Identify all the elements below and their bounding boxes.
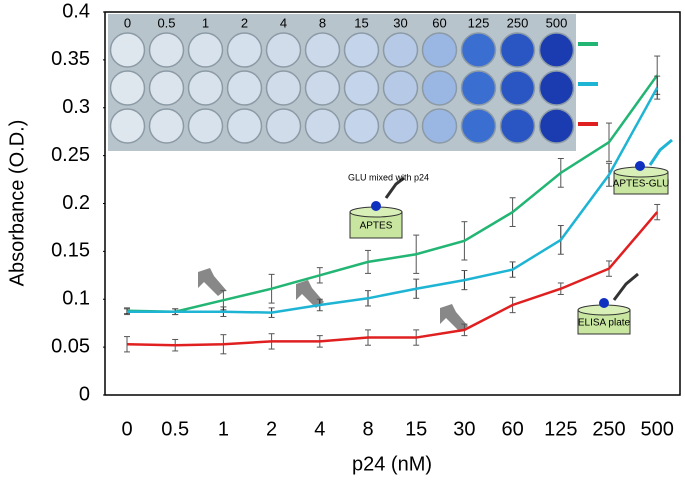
- plate-label: 15: [354, 15, 368, 30]
- annotation: APTES-GLU: [613, 179, 670, 190]
- well: [538, 70, 575, 106]
- well: [226, 108, 263, 144]
- well: [109, 32, 146, 68]
- plate-wells: 0 0.5 1 2 4 8 15 30 60 125 250 500: [109, 15, 575, 144]
- well: [499, 70, 536, 106]
- well: [187, 108, 224, 144]
- x-tick-label: 15: [405, 418, 427, 440]
- y-tick-label: 0: [79, 383, 90, 405]
- plate-label: 60: [432, 15, 446, 30]
- well: [226, 32, 263, 68]
- well: [109, 70, 146, 106]
- well: [226, 70, 263, 106]
- arrows: [198, 268, 468, 332]
- plate-label: 250: [507, 15, 529, 30]
- y-tick-label: 0.15: [51, 240, 90, 262]
- line: [127, 87, 659, 314]
- well: [187, 32, 224, 68]
- well: [304, 70, 341, 106]
- x-tick-label: 60: [501, 418, 523, 440]
- well: [538, 32, 575, 68]
- x-tick-label: 30: [453, 418, 475, 440]
- x-tick-label: 0: [121, 418, 132, 440]
- plate-label: 500: [546, 15, 568, 30]
- well: [187, 70, 224, 106]
- plate-label: 0.5: [157, 15, 175, 30]
- well: [421, 108, 458, 144]
- arrow: [296, 280, 324, 308]
- particle: [371, 201, 381, 211]
- well: [382, 32, 419, 68]
- annotation: GLU mixed with p24: [348, 172, 429, 182]
- well: [148, 108, 185, 144]
- icons: [349, 138, 673, 335]
- well: [109, 108, 146, 144]
- arrow: [198, 268, 226, 296]
- y-tick-label: 0.4: [62, 0, 90, 22]
- well: [304, 108, 341, 144]
- well: [460, 108, 497, 144]
- y-axis-title: Absorbance (O.D.): [6, 120, 28, 287]
- y-tick-label: 0.05: [51, 335, 90, 357]
- x-tick-label: 8: [362, 418, 373, 440]
- x-tick-label: 2: [266, 418, 277, 440]
- well: [382, 108, 419, 144]
- plate-label: 4: [280, 15, 287, 30]
- well: [148, 70, 185, 106]
- x-tick-label: 4: [314, 418, 325, 440]
- particle: [635, 161, 645, 171]
- annotation: APTES: [360, 221, 393, 232]
- antibody: [648, 138, 673, 166]
- y-tick-label: 0.25: [51, 144, 90, 166]
- well: [265, 32, 302, 68]
- well: [538, 108, 575, 144]
- x-axis-title: p24 (nM): [352, 453, 432, 475]
- x-tick-label: 125: [544, 418, 577, 440]
- well: [499, 108, 536, 144]
- well: [343, 108, 380, 144]
- well: [421, 70, 458, 106]
- line: [126, 211, 659, 347]
- plate-photo: [108, 14, 576, 151]
- well: [304, 32, 341, 68]
- particle: [599, 298, 609, 308]
- well: [460, 70, 497, 106]
- y-tick-label: 0.3: [62, 96, 90, 118]
- well: [499, 32, 536, 68]
- plate-label: 125: [468, 15, 490, 30]
- y-tick-label: 0.1: [62, 288, 90, 310]
- plate-label: 0: [124, 15, 131, 30]
- well: [343, 32, 380, 68]
- antibody: [384, 176, 405, 199]
- x-tick-label: 1: [218, 418, 229, 440]
- plate-label: 30: [393, 15, 407, 30]
- well: [460, 32, 497, 68]
- y-tick-label: 0.35: [51, 48, 90, 70]
- well: [265, 70, 302, 106]
- x-tick-label: 250: [592, 418, 625, 440]
- well: [382, 70, 419, 106]
- plate-label: 1: [202, 15, 209, 30]
- well: [421, 32, 458, 68]
- arrow: [440, 304, 468, 332]
- x-tick-label: 0.5: [161, 418, 189, 440]
- y-tick-label: 0.2: [62, 192, 90, 214]
- line: [126, 74, 659, 313]
- well: [343, 70, 380, 106]
- annotation: ELISA plate: [578, 318, 631, 329]
- well: [265, 108, 302, 144]
- x-tick-label: 500: [641, 418, 674, 440]
- antibody: [612, 272, 639, 301]
- well: [148, 32, 185, 68]
- plate-label: 8: [319, 15, 326, 30]
- plate-label: 2: [241, 15, 248, 30]
